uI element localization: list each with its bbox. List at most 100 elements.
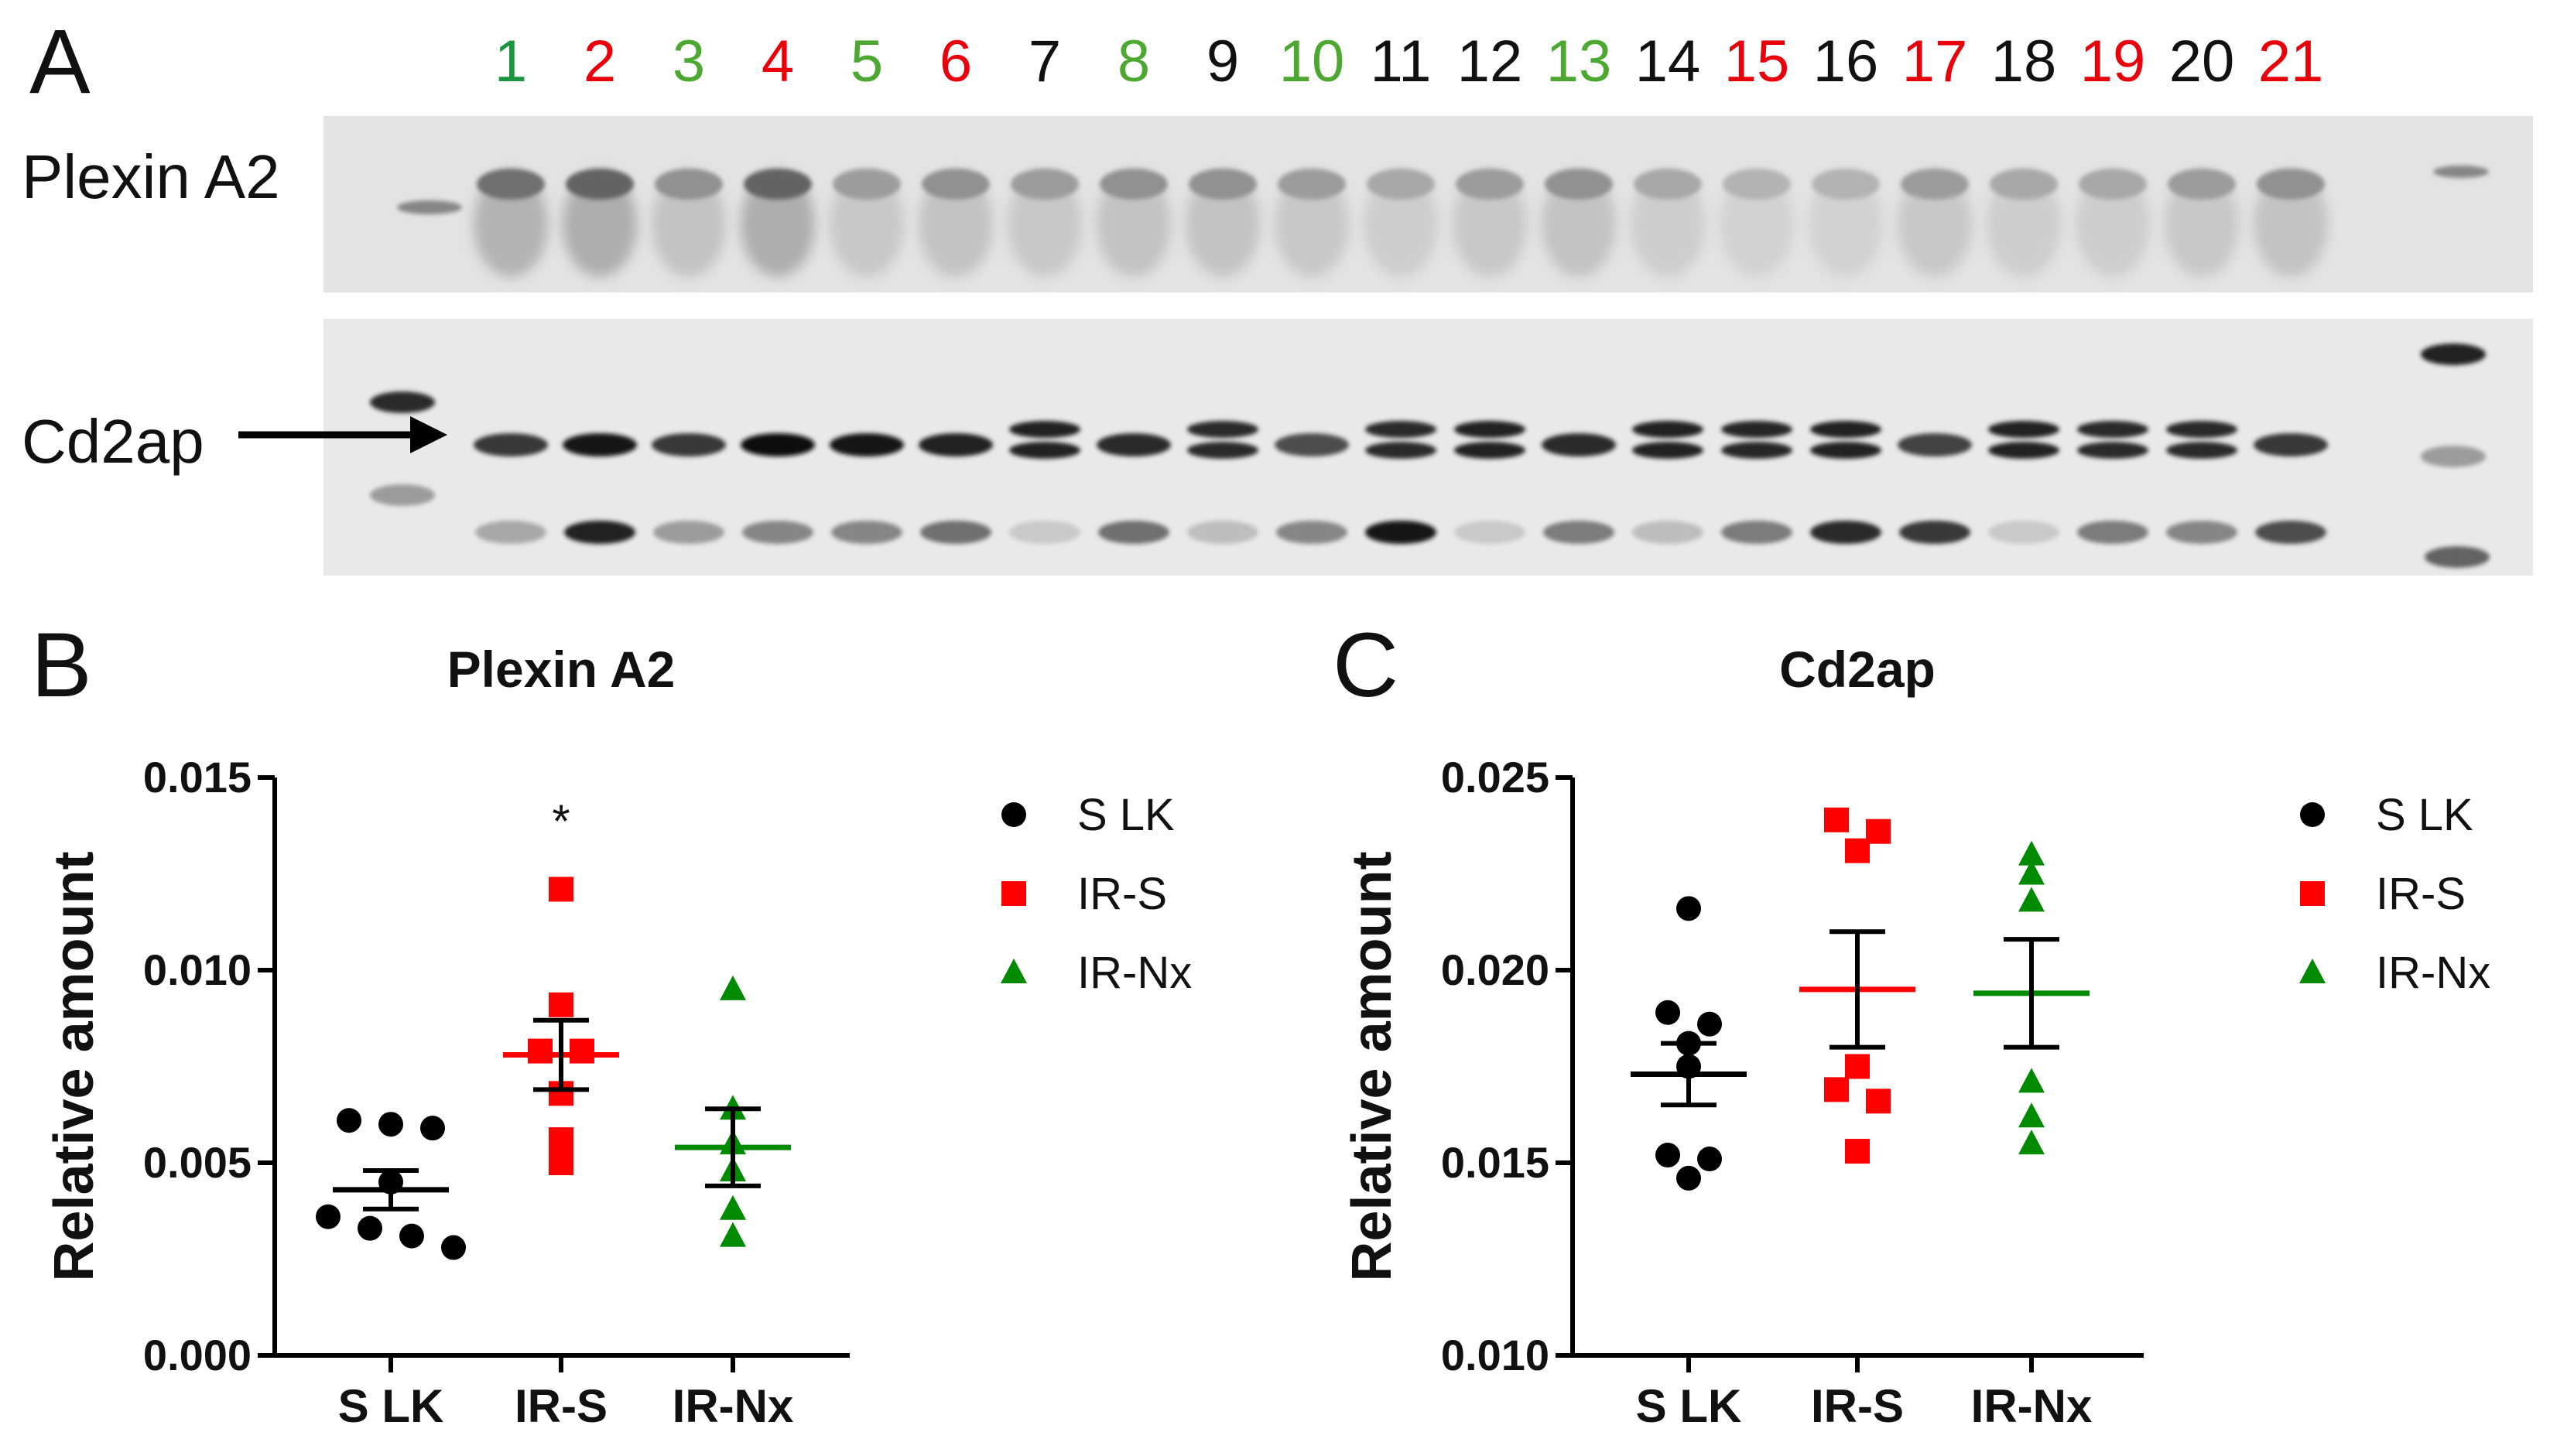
cd2ap-band bbox=[2254, 433, 2328, 456]
plexin-smear bbox=[830, 172, 904, 277]
data-point bbox=[2018, 887, 2045, 912]
lower-band bbox=[1543, 521, 1614, 544]
plexin-band bbox=[1100, 169, 1168, 200]
cd2ap-band-upper bbox=[1454, 421, 1525, 438]
plexin-band bbox=[833, 169, 901, 200]
cd2ap-band-lower bbox=[2077, 442, 2148, 459]
plexin-band bbox=[1545, 169, 1613, 200]
plexin-band bbox=[1901, 169, 1969, 200]
data-point bbox=[528, 1038, 553, 1064]
plexin-smear bbox=[2076, 172, 2150, 277]
cd2ap-arrow bbox=[238, 416, 447, 453]
cd2ap-band bbox=[830, 433, 904, 456]
ladder-band bbox=[370, 484, 435, 506]
plexin-band bbox=[1278, 169, 1346, 200]
y-tick-label: 0.015 bbox=[1441, 1138, 1549, 1187]
legend-marker bbox=[1001, 802, 1026, 827]
lower-band bbox=[653, 521, 724, 544]
legend-marker bbox=[2300, 802, 2325, 827]
cd2ap-band-lower bbox=[1187, 442, 1258, 459]
x-tick-label: IR-Nx bbox=[673, 1380, 794, 1432]
data-point bbox=[549, 1150, 573, 1175]
plexin-smear bbox=[1987, 172, 2061, 277]
panel-letter-c: C bbox=[1333, 614, 1398, 716]
plexin-band bbox=[566, 169, 634, 200]
y-tick-label: 0.025 bbox=[1441, 753, 1549, 801]
x-tick-label: IR-S bbox=[515, 1380, 608, 1432]
cd2ap-band bbox=[1898, 433, 1972, 456]
lower-band bbox=[1721, 521, 1792, 544]
ladder-band bbox=[2421, 343, 2486, 365]
legend-label: IR-S bbox=[1077, 869, 1167, 919]
plexin-smear bbox=[1809, 172, 1883, 277]
plexin-smear bbox=[1542, 172, 1616, 277]
y-tick-label: 0.005 bbox=[143, 1138, 252, 1187]
lane-number: 16 bbox=[1813, 29, 1879, 94]
lower-band bbox=[475, 521, 546, 544]
chart-title: Cd2ap bbox=[1779, 641, 1936, 698]
cd2ap-band-upper bbox=[1721, 421, 1792, 438]
lane-number: 12 bbox=[1457, 29, 1523, 94]
data-point bbox=[1866, 1089, 1891, 1114]
plexin-band bbox=[1812, 169, 1880, 200]
data-point bbox=[2018, 1068, 2045, 1093]
legend-label: S LK bbox=[1077, 790, 1175, 840]
legend-label: IR-Nx bbox=[1077, 948, 1192, 998]
cd2ap-band bbox=[919, 433, 993, 456]
data-point bbox=[1824, 1077, 1849, 1102]
x-tick-label: S LK bbox=[338, 1380, 444, 1432]
data-point bbox=[337, 1108, 361, 1133]
lane-number: 21 bbox=[2258, 29, 2324, 94]
data-point bbox=[549, 992, 573, 1017]
legend-marker bbox=[1001, 959, 1027, 983]
plexin-band bbox=[744, 169, 812, 200]
data-point bbox=[720, 1195, 746, 1220]
lane-number: 15 bbox=[1724, 29, 1790, 94]
legend-label: IR-Nx bbox=[2376, 948, 2490, 998]
lower-band bbox=[1454, 521, 1525, 544]
cd2ap-band-lower bbox=[2166, 442, 2237, 459]
data-point bbox=[1697, 1011, 1722, 1037]
legend-marker bbox=[1001, 881, 1026, 906]
lane-number: 13 bbox=[1546, 29, 1612, 94]
cd2ap-band-lower bbox=[1810, 442, 1881, 459]
data-point bbox=[1845, 1054, 1870, 1079]
lower-band bbox=[1988, 521, 2059, 544]
data-point bbox=[570, 1038, 594, 1064]
lower-band bbox=[2166, 521, 2237, 544]
lower-band bbox=[1365, 521, 1436, 544]
lane-number: 4 bbox=[762, 29, 794, 94]
data-point bbox=[1676, 896, 1701, 921]
lane-number: 1 bbox=[495, 29, 527, 94]
marker-band bbox=[397, 200, 462, 214]
significance-marker: * bbox=[552, 795, 570, 847]
plexin-band bbox=[2168, 169, 2236, 200]
cd2ap-band-upper bbox=[1810, 421, 1881, 438]
lower-band bbox=[742, 521, 813, 544]
plexin-smear bbox=[1364, 172, 1438, 277]
plexin-smear bbox=[1453, 172, 1527, 277]
cd2ap-band bbox=[563, 433, 637, 456]
data-point bbox=[1824, 807, 1849, 832]
data-point bbox=[720, 1222, 746, 1247]
plexin-smear bbox=[1275, 172, 1349, 277]
cd2ap-band bbox=[1097, 433, 1171, 456]
lower-band bbox=[1899, 521, 1970, 544]
plexin-band bbox=[2257, 169, 2325, 200]
data-point bbox=[1866, 819, 1891, 844]
ladder-band bbox=[2421, 446, 2486, 467]
data-point bbox=[2018, 840, 2045, 866]
y-tick-label: 0.000 bbox=[143, 1331, 252, 1379]
cd2ap-band-upper bbox=[1009, 421, 1080, 438]
x-tick-label: IR-Nx bbox=[1971, 1380, 2093, 1432]
lower-band bbox=[1009, 521, 1080, 544]
lane-number: 19 bbox=[2080, 29, 2146, 94]
legend-marker bbox=[2300, 881, 2325, 906]
plexin-band bbox=[655, 169, 723, 200]
cd2ap-band-lower bbox=[1009, 442, 1080, 459]
cd2ap-band-lower bbox=[1454, 442, 1525, 459]
plexin-smear bbox=[1097, 172, 1171, 277]
cd2ap-band bbox=[1275, 433, 1349, 456]
cd2ap-band-lower bbox=[1988, 442, 2059, 459]
